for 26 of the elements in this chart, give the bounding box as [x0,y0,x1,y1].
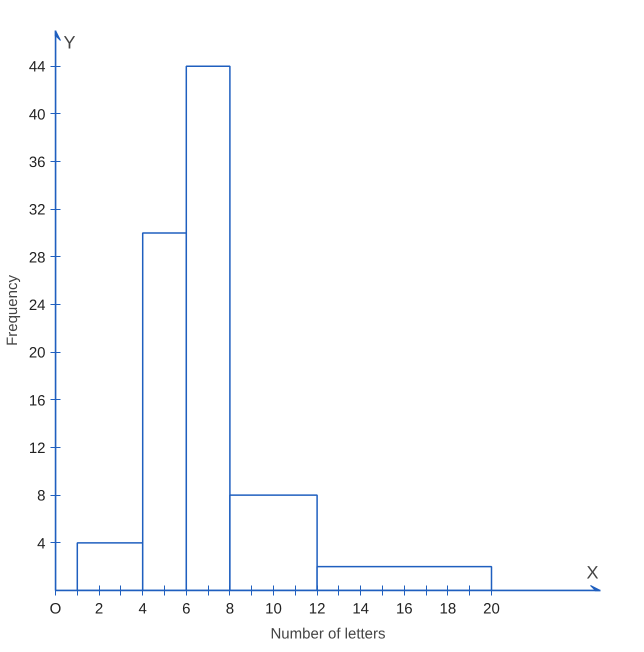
x-tick-label: 14 [352,600,370,618]
x-axis-title: Number of letters [270,626,386,642]
y-tick-label: 32 [28,202,46,219]
y-tick-label: 44 [28,58,46,76]
x-tick-label: 2 [94,600,104,618]
y-tick-label: 36 [28,154,46,172]
y-tick-label: 28 [28,249,46,266]
y-tick-label: 8 [37,488,46,505]
y-tick-label: 4 [37,535,46,552]
x-tick-label: 4 [138,600,147,618]
annotation: Y [64,32,76,52]
x-tick-label: 20 [483,600,500,618]
y-axis-title: Frequency [4,274,21,346]
x-tick-label: 18 [440,600,456,618]
y-tick-label: 24 [28,297,46,314]
x-tick-label: O [50,600,62,618]
y-tick-label: 12 [28,440,46,458]
x-tick-label: 10 [265,600,282,618]
annotation: X [586,562,599,582]
y-tick-label: 20 [28,344,46,362]
y-tick-label: 40 [28,106,46,124]
y-tick-label: 16 [28,392,46,410]
x-tick-label: 8 [226,600,234,618]
x-tick-label: 16 [396,600,413,618]
x-tick-label: 6 [182,600,190,618]
x-tick-label: 12 [308,600,326,618]
